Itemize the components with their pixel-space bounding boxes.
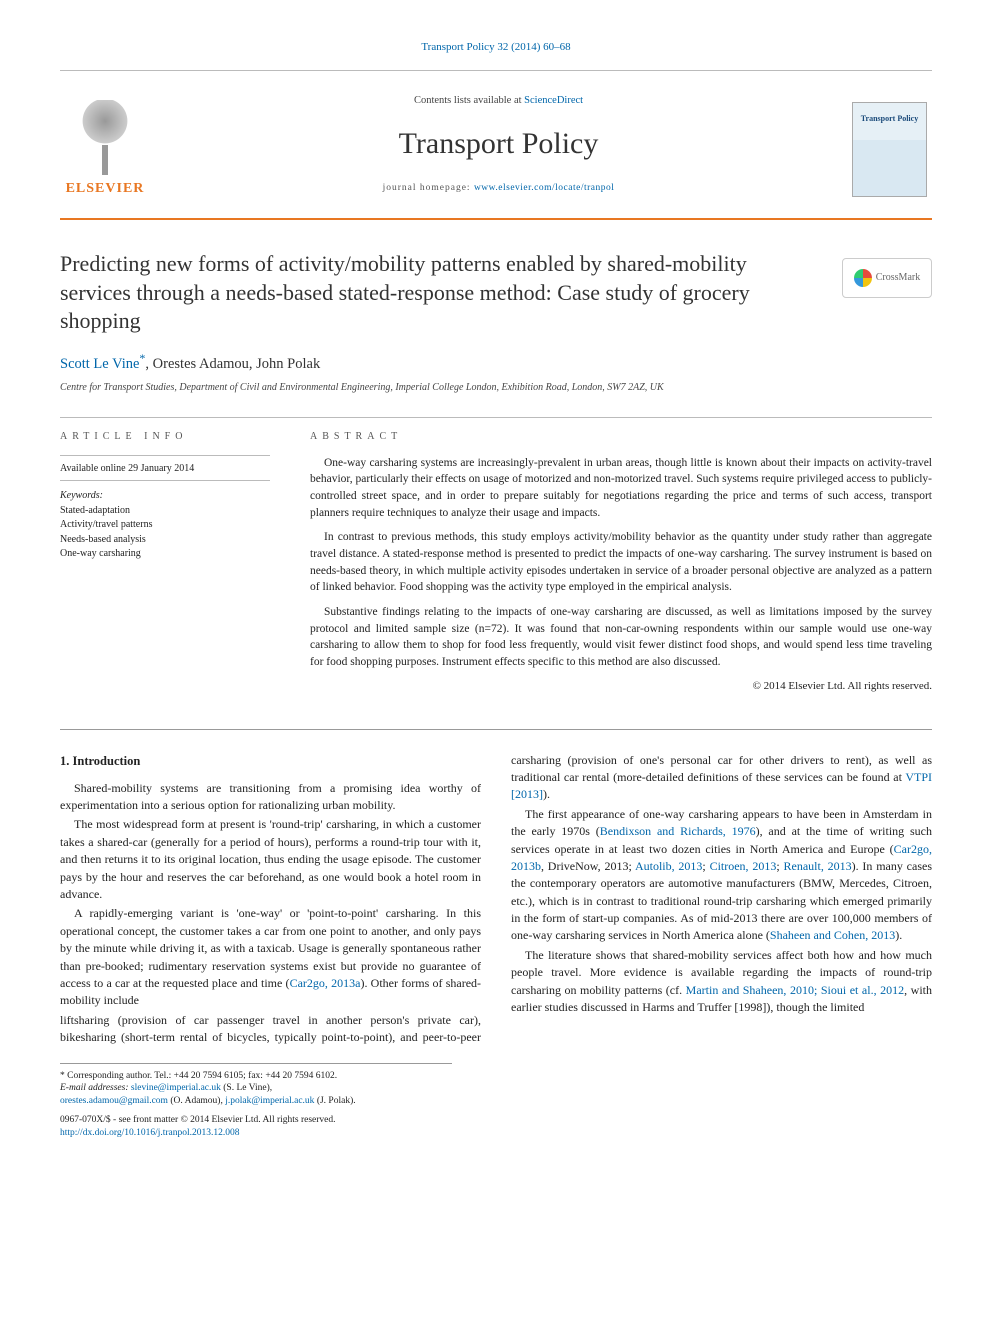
author-3: John Polak <box>256 356 320 372</box>
ref-link[interactable]: Shaheen and Cohen, 2013 <box>770 928 895 942</box>
crossmark-icon <box>854 269 872 287</box>
elsevier-tree-icon <box>75 100 135 175</box>
citation-link[interactable]: Transport Policy 32 (2014) 60–68 <box>421 41 570 53</box>
divider-thick <box>60 729 932 730</box>
body-para: The most widespread form at present is '… <box>60 816 481 903</box>
cover-thumbnail: Transport Policy <box>852 102 927 197</box>
keyword: Needs-based analysis <box>60 533 270 548</box>
body-para: A rapidly-emerging variant is 'one-way' … <box>60 905 481 1009</box>
body-para: The literature shows that shared-mobilit… <box>511 947 932 1017</box>
publisher-name: ELSEVIER <box>60 179 150 199</box>
abstract-head: abstract <box>310 430 932 445</box>
journal-header: ELSEVIER Contents lists available at Sci… <box>60 70 932 220</box>
email-line: E-mail addresses: slevine@imperial.ac.uk… <box>60 1082 452 1095</box>
email-line: orestes.adamou@gmail.com (O. Adamou), j.… <box>60 1095 452 1108</box>
divider <box>60 417 932 418</box>
abstract-para: One-way carsharing systems are increasin… <box>310 455 932 522</box>
meta-row: article info Available online 29 January… <box>60 430 932 703</box>
crossmark-label: CrossMark <box>876 271 920 286</box>
body-para: The first appearance of one-way carshari… <box>511 806 932 945</box>
email-link[interactable]: orestes.adamou@gmail.com <box>60 1096 168 1106</box>
body-columns: 1. Introduction Shared-mobility systems … <box>60 752 932 1047</box>
abstract-para: Substantive findings relating to the imp… <box>310 604 932 671</box>
author-2: Orestes Adamou <box>153 356 249 372</box>
keyword: Activity/travel patterns <box>60 518 270 533</box>
article-title: Predicting new forms of activity/mobilit… <box>60 250 800 336</box>
cover-title: Transport Policy <box>857 113 922 125</box>
abstract-block: abstract One-way carsharing systems are … <box>310 430 932 703</box>
homepage-link[interactable]: www.elsevier.com/locate/tranpol <box>474 183 614 193</box>
page-citation: Transport Policy 32 (2014) 60–68 <box>60 40 932 56</box>
email-link[interactable]: j.polak@imperial.ac.uk <box>225 1096 314 1106</box>
doi-link[interactable]: http://dx.doi.org/10.1016/j.tranpol.2013… <box>60 1128 240 1138</box>
abstract-para: In contrast to previous methods, this st… <box>310 529 932 596</box>
corresponding-marker: * <box>139 351 145 365</box>
ref-link[interactable]: Citroen, 2013 <box>710 859 777 873</box>
journal-name: Transport Policy <box>170 122 827 166</box>
body-para: Shared-mobility systems are transitionin… <box>60 780 481 815</box>
crossmark-badge[interactable]: CrossMark <box>842 258 932 298</box>
publisher-logo: ELSEVIER <box>60 100 150 199</box>
article-info-block: article info Available online 29 January… <box>60 430 270 703</box>
ref-link[interactable]: Autolib, 2013 <box>635 859 702 873</box>
ref-link[interactable]: Car2go, 2013a <box>290 976 361 990</box>
email-link[interactable]: slevine@imperial.ac.uk <box>131 1083 221 1093</box>
homepage-prefix: journal homepage: <box>383 183 474 193</box>
issn-line: 0967-070X/$ - see front matter © 2014 El… <box>60 1114 452 1127</box>
ref-link[interactable]: Bendixson and Richards, 1976 <box>600 824 756 838</box>
keyword: Stated-adaptation <box>60 504 270 519</box>
keyword: One-way carsharing <box>60 547 270 562</box>
footnotes: * Corresponding author. Tel.: +44 20 759… <box>60 1063 452 1140</box>
author-1[interactable]: Scott Le Vine <box>60 356 139 372</box>
article-info-head: article info <box>60 430 270 445</box>
contents-prefix: Contents lists available at <box>414 95 524 106</box>
section-heading: 1. Introduction <box>60 752 481 770</box>
corresponding-author-note: * Corresponding author. Tel.: +44 20 759… <box>60 1070 452 1083</box>
ref-link[interactable]: Martin and Shaheen, 2010; Sioui et al., … <box>686 983 904 997</box>
journal-cover: Transport Policy <box>847 102 932 197</box>
authors: Scott Le Vine*, Orestes Adamou, John Pol… <box>60 350 932 375</box>
keywords-label: Keywords: <box>60 489 270 504</box>
sciencedirect-link[interactable]: ScienceDirect <box>524 95 583 106</box>
header-center: Contents lists available at ScienceDirec… <box>150 93 847 205</box>
available-online: Available online 29 January 2014 <box>60 462 270 477</box>
abstract-copyright: © 2014 Elsevier Ltd. All rights reserved… <box>310 679 932 695</box>
ref-link[interactable]: Renault, 2013 <box>784 859 852 873</box>
affiliation: Centre for Transport Studies, Department… <box>60 381 932 396</box>
